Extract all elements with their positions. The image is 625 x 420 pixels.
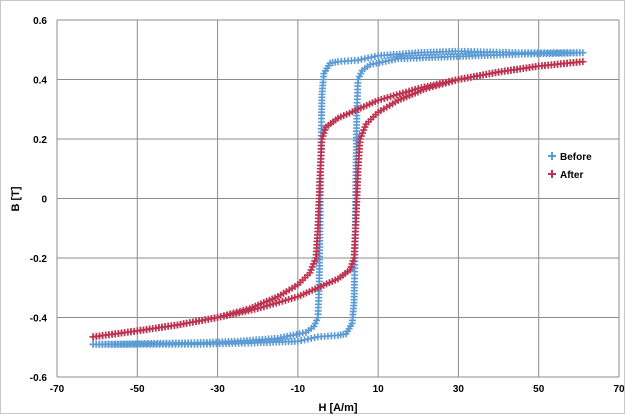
- x-tick-label: -30: [210, 384, 225, 395]
- data-point-after: [451, 76, 459, 84]
- y-tick-label: 0.2: [33, 135, 47, 146]
- legend-marker-after: [548, 170, 556, 178]
- legend: Before After: [548, 152, 592, 181]
- data-point-after: [445, 78, 453, 86]
- data-point-after: [89, 333, 97, 341]
- data-point-after: [442, 79, 450, 87]
- series-layer: [89, 47, 587, 348]
- x-tick-label: -10: [291, 384, 306, 395]
- data-point-before: [89, 340, 97, 348]
- y-tick-label: -0.2: [30, 254, 48, 265]
- data-point-after: [435, 81, 443, 89]
- x-tick-label: 70: [613, 384, 625, 395]
- data-point-after: [432, 82, 440, 90]
- series-after: [89, 58, 587, 341]
- tick-labels: -70 -50 -30 -10 10 30 50 70 0.6 0.4 0.2 0 -0.2 -0.4 -0…: [30, 16, 625, 395]
- data-point-after: [429, 83, 437, 91]
- y-tick-label: 0.4: [33, 76, 47, 87]
- y-tick-label: 0.6: [33, 16, 47, 27]
- x-tick-label: 30: [453, 384, 465, 395]
- legend-label-after: After: [560, 170, 583, 181]
- data-point-after: [448, 77, 456, 85]
- x-tick-label: -70: [50, 384, 65, 395]
- x-tick-label: -50: [130, 384, 145, 395]
- y-tick-label: -0.4: [30, 314, 48, 325]
- data-point-after: [454, 76, 462, 83]
- legend-label-before: Before: [560, 152, 592, 163]
- x-axis-title: H [A/m]: [318, 402, 357, 414]
- data-point-after: [426, 84, 434, 92]
- grid: [56, 19, 620, 378]
- y-tick-label: -0.6: [30, 373, 48, 384]
- x-tick-label: 50: [533, 384, 545, 395]
- legend-marker-before: [548, 152, 556, 160]
- x-tick-label: 10: [373, 384, 385, 395]
- data-point-after: [438, 80, 446, 88]
- y-tick-label: 0: [41, 195, 47, 206]
- y-axis-title: B [T]: [10, 186, 22, 211]
